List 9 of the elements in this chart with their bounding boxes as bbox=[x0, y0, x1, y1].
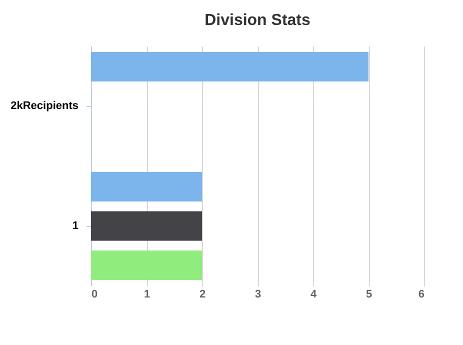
x-tick-label: 5 bbox=[366, 288, 372, 300]
x-tick-label: 2 bbox=[199, 288, 206, 300]
chart-title: Division Stats bbox=[204, 12, 310, 29]
x-tick-label: 3 bbox=[254, 288, 262, 300]
x-tick-label: 0 bbox=[92, 288, 98, 300]
x-tick-label: 4 bbox=[310, 288, 318, 300]
y-tick-label: 2kRecipients bbox=[10, 100, 78, 112]
x-tick-label: 6 bbox=[418, 288, 424, 300]
x-tick-label: 1 bbox=[144, 288, 150, 300]
